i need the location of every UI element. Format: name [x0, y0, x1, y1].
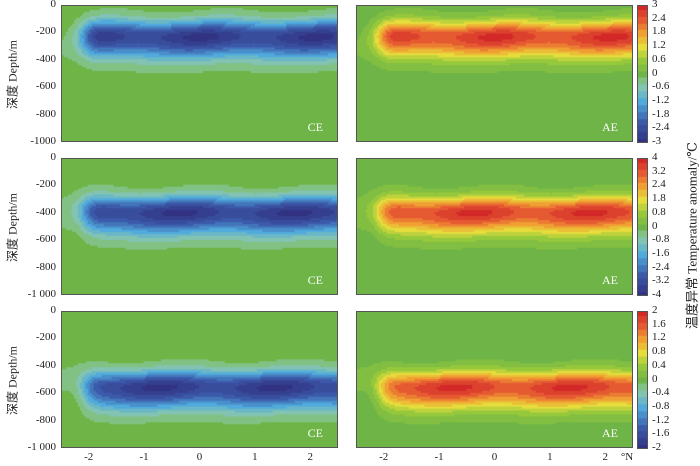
colorbar: [637, 158, 648, 296]
colorbar-tick-label: 3.2: [652, 164, 666, 177]
y-tick-label: -800: [35, 413, 56, 426]
x-tick-label: 1: [252, 451, 258, 463]
contour-panel-ae: AE: [356, 158, 633, 295]
colorbar-tick-label: -1.6: [652, 427, 670, 440]
y-axis-label: 深度 Depth/m: [5, 39, 20, 109]
colorbar-tick-label: 1.8: [652, 192, 666, 205]
colorbar-tick-label: 0.4: [652, 358, 666, 371]
colorbar-tick-label: 2: [652, 304, 658, 316]
colorbar-tick-label: -2.4: [652, 260, 670, 273]
colorbar-gradient: [638, 159, 647, 295]
y-tick-label: -200: [35, 331, 56, 344]
x-tick-label: 2: [602, 451, 609, 463]
contour-panel-ae: AE: [356, 311, 633, 448]
x-tick-label: -2: [84, 451, 94, 463]
colorbar-tick-label: 3: [652, 0, 658, 10]
colorbar-tick-label: 4: [652, 151, 658, 163]
y-tick-label: -600: [35, 80, 56, 93]
temperature-field: [62, 159, 337, 294]
y-tick-label: -800: [35, 260, 56, 273]
x-tick-label: -2: [379, 451, 389, 463]
y-tick-label: -600: [35, 233, 56, 246]
y-tick-label: -1 000: [27, 288, 56, 300]
contour-panel-ce: CE: [61, 5, 338, 142]
colorbar-tick-label: -1.8: [652, 107, 670, 120]
y-tick-label: -200: [35, 178, 56, 191]
colorbar-tick-label: 0: [652, 372, 658, 385]
colorbar-tick-label: 1.2: [652, 39, 666, 52]
x-tick-label: -1: [434, 451, 444, 463]
colorbar-tick-label: -1.2: [652, 413, 670, 426]
y-axis-label: 深度 Depth/m: [5, 345, 20, 415]
y-tick-label: -400: [35, 358, 56, 371]
contour-panel-ce: CE: [61, 311, 338, 448]
colorbar-tick-label: 1.8: [652, 25, 666, 38]
y-tick-label: 0: [50, 304, 57, 316]
colorbar-tick-label: -1.2: [652, 93, 670, 106]
y-tick-label: -400: [35, 205, 56, 218]
y-tick-label: 0: [50, 0, 57, 10]
y-tick-label: 0: [50, 151, 57, 163]
colorbar-tick-label: 2.4: [652, 178, 666, 191]
colorbar-tick-label: -2: [652, 441, 662, 453]
panel-label: CE: [307, 120, 323, 134]
temperature-field: [62, 6, 337, 141]
colorbar-tick-label: -0.4: [652, 386, 670, 399]
x-tick-label: 2: [307, 451, 314, 463]
colorbar-gradient: [638, 6, 647, 142]
temperature-field: [62, 312, 337, 447]
colorbar-gradient: [638, 312, 647, 448]
temperature-field: [357, 312, 632, 447]
panel-label: AE: [602, 273, 618, 287]
x-tick-label: 0: [491, 451, 498, 463]
temperature-field: [357, 159, 632, 294]
colorbar-tick-label: 1.2: [652, 331, 666, 344]
colorbar-tick-label: -3: [652, 135, 662, 147]
colorbar-tick-label: -2.4: [652, 121, 670, 134]
colorbar-tick-label: 0: [652, 66, 658, 79]
colorbar-tick-label: -0.8: [652, 399, 670, 412]
colorbar-tick-label: -0.6: [652, 80, 670, 93]
y-axis-label: 深度 Depth/m: [5, 192, 20, 262]
colorbar: [637, 5, 648, 143]
x-tick-label: 0: [196, 451, 203, 463]
y-tick-label: -1000: [30, 135, 56, 147]
y-tick-label: -1 000: [27, 441, 56, 453]
colorbar-tick-label: -0.8: [652, 233, 670, 246]
panel-label: AE: [602, 120, 618, 134]
panel-label: CE: [307, 273, 323, 287]
panel-label: CE: [307, 426, 323, 440]
colorbar-tick-label: -3.2: [652, 274, 670, 287]
temperature-field: [357, 6, 632, 141]
colorbar-tick-label: 0.8: [652, 205, 666, 218]
colorbar-tick-label: 0: [652, 219, 658, 232]
contour-panel-ae: AE: [356, 5, 633, 142]
panel-label: AE: [602, 426, 618, 440]
y-tick-label: -400: [35, 52, 56, 65]
x-unit-label: °N: [620, 451, 634, 463]
colorbar-tick-label: -1.6: [652, 246, 670, 259]
y-tick-label: -600: [35, 386, 56, 399]
colorbar-label: 温度异常 Temperature anomaly/℃: [684, 142, 700, 329]
colorbar-tick-label: 2.4: [652, 11, 666, 24]
y-tick-label: -800: [35, 107, 56, 120]
contour-panel-ce: CE: [61, 158, 338, 295]
x-tick-label: -1: [139, 451, 149, 463]
colorbar-tick-label: 0.6: [652, 52, 666, 65]
colorbar-tick-label: 1.6: [652, 317, 666, 330]
colorbar-tick-label: -4: [652, 288, 662, 300]
colorbar: [637, 311, 648, 449]
colorbar-tick-label: 0.8: [652, 345, 666, 358]
y-tick-label: -200: [35, 25, 56, 38]
x-tick-label: 1: [547, 451, 553, 463]
